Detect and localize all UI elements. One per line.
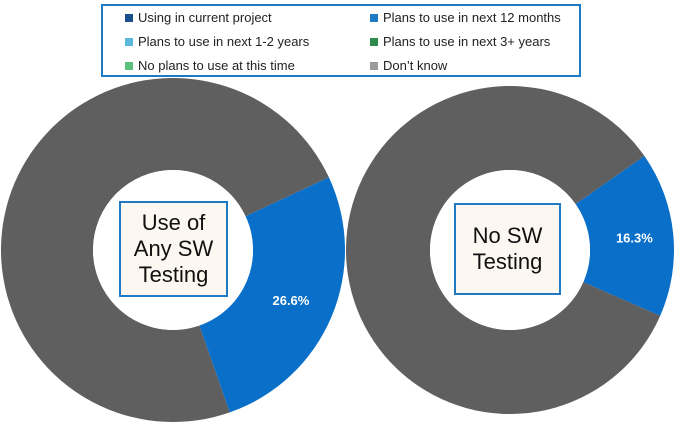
legend-item: Using in current project xyxy=(125,10,272,25)
legend-swatch xyxy=(370,13,378,22)
legend-swatch xyxy=(370,37,378,46)
legend-item: Plans to use in next 12 months xyxy=(370,10,561,25)
donut-slice xyxy=(346,85,661,414)
legend-swatch xyxy=(125,37,133,46)
donut-slice xyxy=(1,77,329,422)
legend-item: Plans to use in next 3+ years xyxy=(370,34,550,49)
legend-label: Plans to use in next 12 months xyxy=(383,10,561,25)
legend: Using in current project Plans to use in… xyxy=(101,4,581,77)
legend-item: Plans to use in next 1-2 years xyxy=(125,34,309,49)
legend-label: Don’t know xyxy=(383,58,448,73)
legend-label: Using in current project xyxy=(138,10,272,25)
donut-slice xyxy=(199,177,346,413)
legend-swatch xyxy=(370,61,378,70)
data-label: 26.6% xyxy=(272,293,309,308)
legend-swatch xyxy=(125,13,133,22)
legend-label: Plans to use in next 1-2 years xyxy=(138,34,310,49)
legend-label: No plans to use at this time xyxy=(138,58,295,73)
legend-swatch xyxy=(125,61,133,70)
legend-item: Don’t know xyxy=(370,58,447,73)
center-label-any-sw-testing: Use of Any SW Testing xyxy=(119,201,228,297)
legend-item: No plans to use at this time xyxy=(125,58,295,73)
center-label-no-sw-testing: No SW Testing xyxy=(454,203,561,295)
donut-slice xyxy=(575,155,674,316)
legend-label: Plans to use in next 3+ years xyxy=(383,34,551,49)
data-label: 16.3% xyxy=(616,231,653,246)
